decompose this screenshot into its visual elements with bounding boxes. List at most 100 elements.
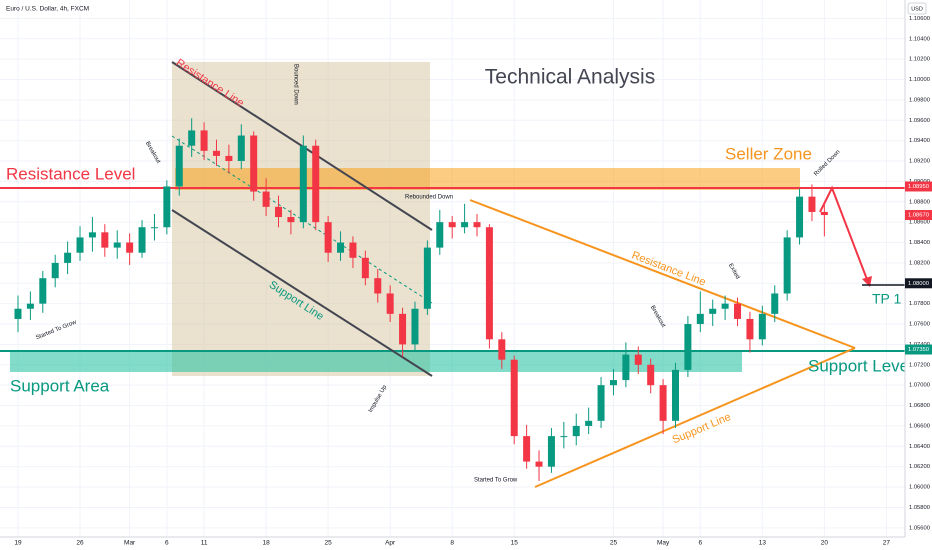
y-tick-label: 1.07000 — [909, 383, 930, 389]
y-tick-label: 1.06600 — [909, 423, 930, 429]
candle-body — [609, 380, 617, 386]
y-tick-label: 1.10000 — [909, 77, 930, 83]
candle-body — [212, 150, 220, 156]
candle-body — [126, 242, 134, 253]
annotation: Bounced Down — [292, 64, 298, 105]
annotation: Support Area — [10, 376, 110, 395]
candle-body — [386, 293, 394, 314]
candle-body — [560, 436, 568, 438]
candle-body — [572, 425, 580, 437]
channel-bottom — [171, 209, 433, 377]
candle-body — [461, 222, 469, 228]
candle-body — [51, 262, 59, 279]
candle-body — [150, 227, 158, 229]
candle-body — [634, 354, 642, 365]
candle-body — [808, 196, 816, 212]
x-tick-label: 8 — [450, 540, 454, 547]
candle-body — [299, 145, 307, 223]
candle-body — [275, 206, 283, 218]
y-tick-label: 1.08800 — [909, 199, 930, 205]
candle-body — [473, 222, 481, 228]
candle-body — [374, 278, 382, 294]
candle-body — [535, 461, 543, 467]
candle-body — [88, 232, 96, 238]
y-tick-label: 1.09600 — [909, 118, 930, 124]
candle-body — [361, 257, 369, 279]
currency: USD — [911, 6, 923, 12]
candle-body — [399, 313, 407, 345]
y-tick-label: 1.07600 — [909, 322, 930, 328]
forecast-arrow — [819, 185, 869, 283]
candles — [14, 118, 828, 481]
x-tick-label: May — [657, 540, 670, 547]
candle-body — [188, 130, 196, 146]
y-tick-label: 1.10200 — [909, 57, 930, 63]
candle-body — [796, 196, 804, 238]
candle-body — [200, 130, 208, 151]
x-tick-label: Mar — [124, 540, 136, 547]
support-area — [10, 350, 742, 372]
grid — [0, 0, 905, 537]
candle-body — [349, 242, 357, 258]
y-tick-label: 1.09400 — [909, 138, 930, 144]
annotation: Rebounded Down — [405, 195, 453, 201]
price-tag — [905, 210, 932, 221]
y-tick-label: 1.09800 — [909, 97, 930, 103]
candle-body — [76, 237, 84, 253]
candle-body — [225, 155, 233, 161]
x-tick-label: 6 — [698, 540, 702, 547]
annotation: Support Level — [808, 356, 913, 375]
price-tag-label: 1.08950 — [908, 184, 929, 190]
y-tick-label: 1.05800 — [909, 505, 930, 511]
candle-body — [771, 293, 779, 314]
y-tick-label: 1.08400 — [909, 240, 930, 246]
y-tick-label: 1.06200 — [909, 464, 930, 470]
candle-body — [696, 313, 704, 325]
candle-body — [262, 191, 270, 207]
y-tick-label: 1.08200 — [909, 260, 930, 266]
y-tick-label: 1.10600 — [909, 16, 930, 22]
candle-body — [498, 339, 506, 360]
price-tag-label: 1.07350 — [908, 347, 929, 353]
candle-body — [411, 308, 419, 345]
candle-body — [324, 222, 332, 253]
y-tick-label: 1.06000 — [909, 485, 930, 491]
x-tick-label: 18 — [262, 540, 270, 547]
price-tag — [905, 181, 932, 192]
candle-body — [423, 247, 431, 309]
annotation: TP 1 — [872, 291, 902, 307]
candle-body — [237, 135, 245, 161]
candle-body — [14, 308, 22, 319]
x-tick-label: 27 — [883, 540, 891, 547]
candle-body — [312, 145, 320, 223]
candle-body — [523, 436, 531, 462]
y-tick-label: 1.05600 — [909, 525, 930, 531]
annotation: Seller Zone — [725, 144, 812, 163]
x-tick-label: 26 — [76, 540, 84, 547]
candle-body — [622, 354, 630, 381]
candle-body — [709, 308, 717, 314]
y-tick-label: 1.06400 — [909, 444, 930, 450]
annotation: Started To Grow — [474, 478, 518, 484]
candle-body — [820, 211, 828, 216]
axes: 1.05600 1.05800 1.06000 1.06200 1.06400 1.066… — [14, 16, 932, 547]
x-tick-label: 19 — [14, 540, 22, 547]
y-tick-label: 1.10400 — [909, 36, 930, 42]
headline: Technical Analysis — [485, 66, 655, 89]
candle-body — [721, 303, 729, 309]
x-tick-label: Apr — [385, 540, 396, 547]
x-tick-label: 6 — [165, 540, 169, 547]
candle-body — [547, 436, 555, 467]
price-tag — [905, 344, 932, 355]
price-tag — [905, 278, 932, 289]
x-tick-label: 25 — [325, 540, 333, 547]
candle-body — [659, 385, 667, 421]
y-tick-label: 1.06800 — [909, 403, 930, 409]
price-tag-label: 1.08670 — [908, 213, 929, 219]
x-tick-label: 15 — [511, 540, 519, 547]
candle-body — [250, 135, 258, 192]
candle-body — [26, 303, 34, 309]
y-tick-label: 1.07200 — [909, 362, 930, 368]
candle-body — [101, 232, 109, 248]
price-tag-label: 1.08000 — [908, 281, 929, 287]
